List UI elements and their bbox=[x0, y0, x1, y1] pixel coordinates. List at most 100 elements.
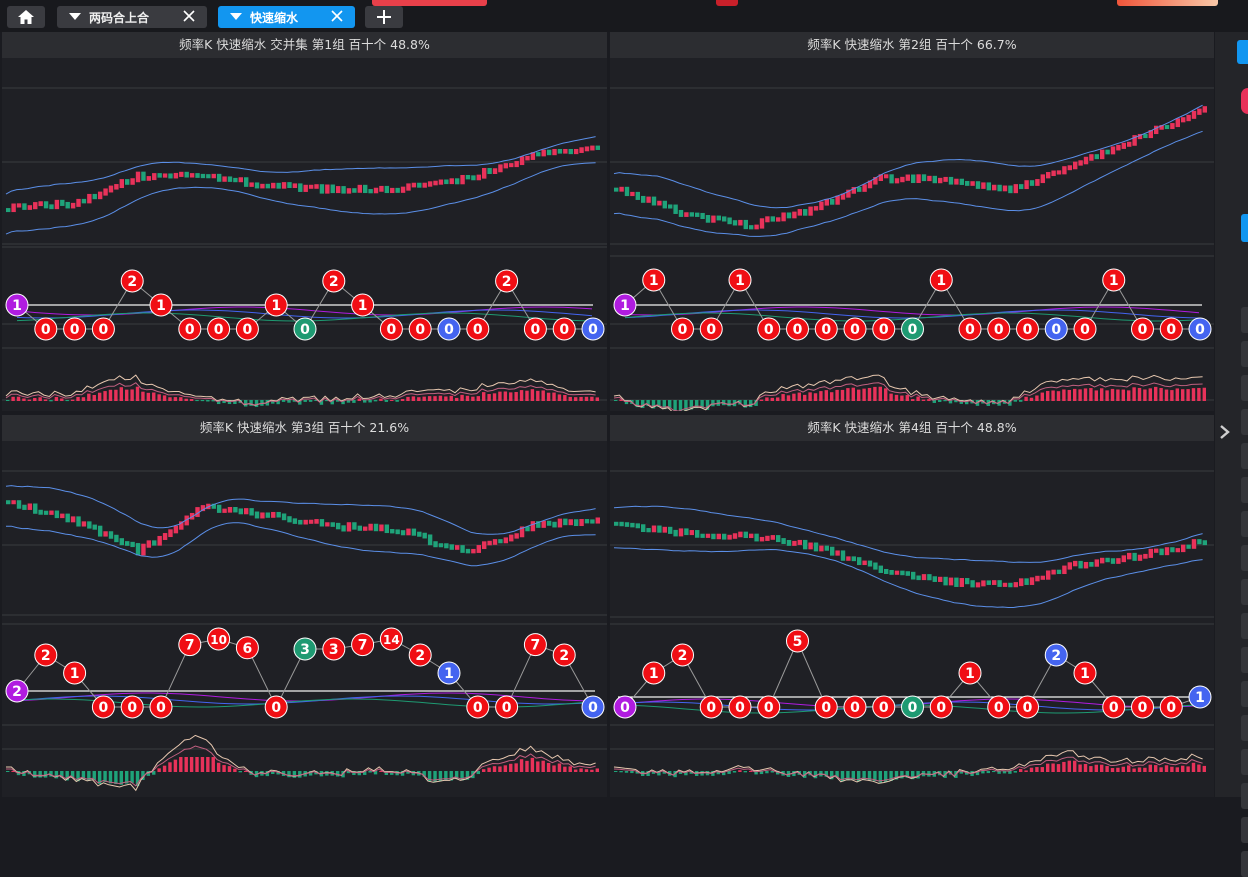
sidebar-item[interactable] bbox=[1241, 477, 1248, 503]
candle bbox=[867, 560, 873, 567]
histogram-bar bbox=[530, 389, 535, 401]
histogram-bar bbox=[292, 400, 297, 402]
candle bbox=[276, 182, 281, 189]
candle bbox=[536, 152, 541, 157]
histogram-bar bbox=[49, 400, 53, 402]
sidebar-item[interactable] bbox=[1241, 579, 1248, 605]
tab-liangma[interactable]: 两码合上合 bbox=[57, 6, 207, 28]
sidebar-item[interactable] bbox=[1241, 307, 1248, 333]
candle bbox=[308, 184, 314, 189]
candle bbox=[824, 545, 829, 551]
histogram-bar bbox=[541, 390, 545, 401]
histogram-bar bbox=[222, 400, 226, 404]
histogram-bar bbox=[373, 771, 378, 775]
candle bbox=[1148, 130, 1153, 139]
candle bbox=[851, 187, 856, 194]
candle bbox=[422, 182, 427, 188]
tab-kuaisu-suoshui[interactable]: 快速缩水 bbox=[218, 6, 355, 28]
sidebar-item[interactable] bbox=[1241, 545, 1248, 571]
chart-panel-group-2[interactable]: 频率K 快速缩水 第2组 百十个 66.7% 1 1 0 0 1 0 0 0 0 0 0 1 0 0 0 0 0… bbox=[610, 32, 1214, 411]
candle bbox=[878, 174, 883, 182]
chart-panel-group-4[interactable]: 频率K 快速缩水 第4组 百十个 48.8% 0 1 2 0 0 0 5 0 0 0 0 0 1 0 0 2 1… bbox=[610, 415, 1214, 797]
sidebar-item[interactable] bbox=[1241, 409, 1248, 435]
sidebar-item[interactable] bbox=[1241, 783, 1248, 809]
panel-chart[interactable]: 1 0 0 0 2 1 0 0 0 1 0 2 1 0 0 0 0 2 0 0 0 bbox=[2, 58, 607, 411]
candle bbox=[265, 183, 271, 189]
histogram-bar bbox=[857, 771, 861, 782]
candle bbox=[530, 521, 536, 532]
number-ball: 0 bbox=[814, 695, 838, 719]
candle bbox=[878, 565, 883, 573]
histogram-bar bbox=[743, 771, 747, 773]
sidebar-blue-button[interactable] bbox=[1237, 40, 1248, 64]
candle bbox=[840, 193, 846, 200]
histogram-bar bbox=[1191, 762, 1196, 772]
ball-circle bbox=[235, 636, 259, 660]
histogram-bar bbox=[438, 771, 443, 782]
sidebar-item[interactable] bbox=[1241, 341, 1248, 367]
ball-circle bbox=[207, 627, 231, 651]
sidebar-item[interactable] bbox=[1241, 749, 1248, 775]
number-ball: 0 bbox=[843, 317, 867, 341]
histogram-bar bbox=[465, 395, 470, 401]
sidebar-item[interactable] bbox=[1241, 613, 1248, 639]
histogram-bar bbox=[509, 392, 513, 401]
number-ball: 7 bbox=[178, 633, 202, 657]
sidebar-item[interactable] bbox=[1241, 443, 1248, 469]
sidebar-red-badge[interactable] bbox=[1241, 88, 1248, 114]
histogram-bar bbox=[614, 771, 618, 772]
close-icon[interactable] bbox=[329, 8, 345, 24]
histogram-bar bbox=[651, 400, 656, 409]
candle bbox=[905, 174, 910, 181]
candle bbox=[857, 557, 862, 566]
candle bbox=[233, 506, 238, 513]
histogram-bar bbox=[624, 400, 629, 405]
candle bbox=[244, 177, 249, 187]
candle bbox=[141, 543, 146, 556]
sidebar-item[interactable] bbox=[1241, 817, 1248, 843]
panel-chart[interactable]: 0 1 2 0 0 0 5 0 0 0 0 0 1 0 0 2 1 0 0 0 1 bbox=[610, 441, 1214, 797]
candle bbox=[492, 168, 498, 174]
candle bbox=[824, 198, 829, 206]
candle bbox=[390, 187, 395, 194]
candle bbox=[975, 181, 981, 189]
sidebar-item[interactable] bbox=[1241, 681, 1248, 707]
histogram-bar bbox=[22, 771, 26, 776]
add-tab-button[interactable] bbox=[365, 6, 403, 28]
histogram-bar bbox=[986, 771, 990, 774]
chart-panel-group-3[interactable]: 频率K 快速缩水 第3组 百十个 21.6% 2 2 1 0 0 0 7 10 6 0 3 3 7 14 2… bbox=[2, 415, 607, 797]
candle bbox=[754, 533, 759, 542]
sidebar-item[interactable] bbox=[1241, 375, 1248, 401]
histogram-bar bbox=[157, 768, 161, 772]
ball-circle bbox=[437, 317, 461, 341]
histogram-bar bbox=[840, 389, 845, 401]
close-icon[interactable] bbox=[181, 8, 197, 24]
histogram-bar bbox=[770, 771, 774, 773]
histogram-bar bbox=[363, 771, 367, 775]
candle bbox=[1202, 540, 1207, 546]
chevron-right-icon[interactable] bbox=[1219, 424, 1231, 440]
histogram-bar bbox=[422, 771, 426, 777]
ball-circle bbox=[613, 695, 637, 719]
band-lower bbox=[613, 130, 1203, 237]
candle bbox=[460, 174, 465, 185]
sidebar-blue-button-2[interactable] bbox=[1241, 214, 1248, 242]
candle bbox=[482, 167, 487, 179]
candle bbox=[406, 183, 411, 191]
candle bbox=[1110, 146, 1116, 155]
candle bbox=[1024, 180, 1029, 190]
home-button[interactable] bbox=[7, 6, 45, 28]
histogram-bar bbox=[1137, 767, 1142, 772]
ball-circle bbox=[1131, 317, 1154, 341]
ball-circle bbox=[5, 293, 29, 317]
candle bbox=[1046, 172, 1051, 179]
sidebar-item[interactable] bbox=[1241, 715, 1248, 741]
candle bbox=[1137, 554, 1143, 561]
sidebar-item[interactable] bbox=[1241, 851, 1248, 877]
candle bbox=[916, 575, 921, 581]
sidebar-item[interactable] bbox=[1241, 647, 1248, 673]
panel-chart[interactable]: 1 1 0 0 1 0 0 0 0 0 0 1 0 0 0 0 0 1 0 0 0 bbox=[610, 58, 1214, 411]
sidebar-item[interactable] bbox=[1241, 511, 1248, 537]
